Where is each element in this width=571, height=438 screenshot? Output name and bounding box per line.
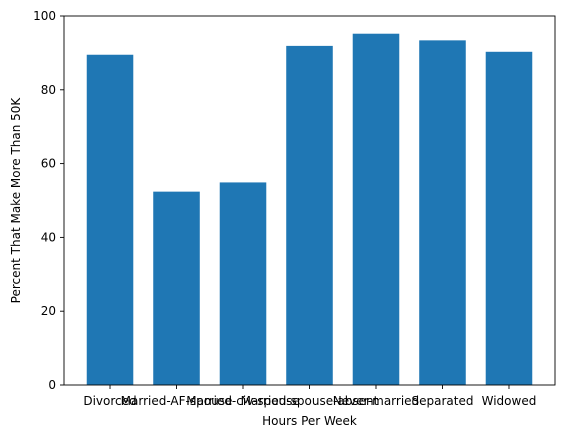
y-tick-label: 100 <box>33 9 56 23</box>
bar <box>286 45 333 385</box>
x-tick-label: Married-civ-spouse <box>186 394 300 408</box>
y-tick-label: 80 <box>41 83 56 97</box>
bar <box>485 51 533 385</box>
y-tick-label: 20 <box>41 304 56 318</box>
y-tick-label: 0 <box>48 378 56 392</box>
x-tick-label: Divorced <box>83 394 136 408</box>
bars-group <box>86 33 533 386</box>
y-tick-label: 60 <box>41 157 56 171</box>
plot-frame <box>63 15 556 386</box>
bar <box>153 191 200 385</box>
x-axis-label: Hours Per Week <box>262 414 357 428</box>
x-tick-label: Never-married <box>333 394 419 408</box>
y-axis-label: Percent That Make More Than 50K <box>9 97 23 304</box>
y-axis: 0 20 40 60 80 100 <box>33 9 64 392</box>
y-tick-label: 40 <box>41 230 56 244</box>
x-axis: DivorcedMarried-AF-spouseMarried-civ-spo… <box>83 385 536 408</box>
x-tick-label: Married-AF-spouse <box>121 394 233 408</box>
x-tick-label: Separated <box>412 394 474 408</box>
bar <box>219 182 267 385</box>
x-tick-label: Married-spouse-absent <box>241 394 379 408</box>
bar <box>86 54 134 386</box>
bar <box>352 33 400 385</box>
x-tick-label: Widowed <box>482 394 537 408</box>
bar <box>419 40 466 385</box>
